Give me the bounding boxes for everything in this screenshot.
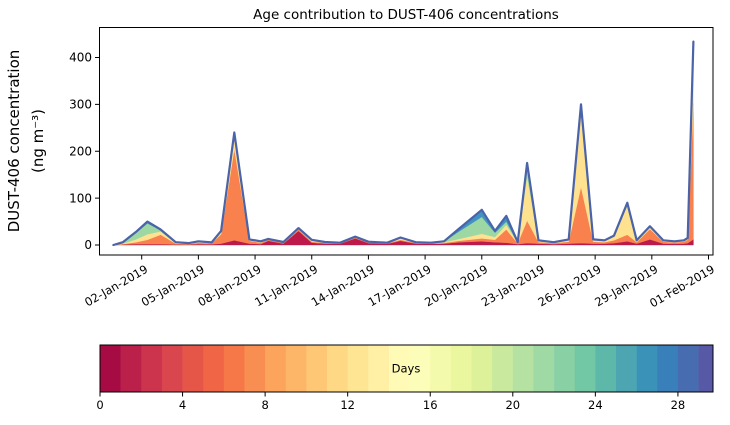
area-band-3 xyxy=(113,43,694,246)
y-axis-ticks: 0 100 200 300 400 xyxy=(69,51,100,252)
colorbar-segment xyxy=(285,345,307,392)
colorbar-tick-label: 20 xyxy=(505,398,520,412)
colorbar-segment xyxy=(616,345,637,392)
colorbar-segment xyxy=(306,345,328,392)
plot-frame xyxy=(99,27,714,256)
x-tick-label: 14-Jan-2019 xyxy=(309,262,377,309)
x-axis-ticks: 02-Jan-201905-Jan-201908-Jan-201911-Jan-… xyxy=(82,255,717,310)
area-band-4 xyxy=(113,41,694,246)
colorbar-segment xyxy=(120,345,142,392)
y-tick-label: 300 xyxy=(69,98,92,112)
colorbar-tick-label: 16 xyxy=(423,398,438,412)
colorbar-segment xyxy=(554,345,576,392)
total-concentration-line xyxy=(112,40,695,247)
colorbar-tick-label: 24 xyxy=(588,398,603,412)
chart-title: Age contribution to DUST-406 concentrati… xyxy=(253,7,559,23)
colorbar-segment xyxy=(388,345,410,392)
stacked-age-areas xyxy=(113,41,694,246)
x-tick-label: 26-Jan-2019 xyxy=(536,262,604,309)
colorbar-segment xyxy=(471,345,493,392)
colorbar-segment xyxy=(533,345,555,392)
colorbar-ticks: 0 4 8 12 16 20 24 28 xyxy=(96,392,685,412)
colorbar-segment xyxy=(265,345,287,392)
x-tick-label: 17-Jan-2019 xyxy=(365,262,433,309)
y-axis-label-line1: DUST-406 concentration xyxy=(5,50,23,233)
area-band-2 xyxy=(113,47,694,246)
colorbar-segment xyxy=(203,345,225,392)
colorbar-segment xyxy=(141,345,163,392)
colorbar-segment xyxy=(492,345,514,392)
colorbar-segment xyxy=(327,345,348,392)
colorbar-label: Days xyxy=(392,362,421,376)
colorbar-frame xyxy=(99,344,714,393)
colorbar-segment xyxy=(657,345,679,392)
x-tick-label: 01-Feb-2019 xyxy=(647,262,717,310)
colorbar-tick-label: 0 xyxy=(96,398,103,412)
colorbar-segment xyxy=(368,345,390,392)
y-tick-label: 100 xyxy=(69,191,92,205)
x-tick-label: 20-Jan-2019 xyxy=(422,262,490,309)
colorbar-tick-label: 28 xyxy=(671,398,686,412)
x-tick-label: 23-Jan-2019 xyxy=(479,262,547,309)
y-tick-label: 200 xyxy=(69,144,92,158)
total-line-path xyxy=(112,40,695,247)
colorbar-segment xyxy=(595,345,617,392)
colorbar-tick-label: 8 xyxy=(261,398,268,412)
colorbar-segment xyxy=(182,345,204,392)
x-tick-label: 11-Jan-2019 xyxy=(252,262,320,309)
x-tick-label: 08-Jan-2019 xyxy=(195,262,263,309)
x-tick-label: 05-Jan-2019 xyxy=(139,262,207,309)
colorbar-segment xyxy=(244,345,266,392)
colorbar-segment xyxy=(636,345,658,392)
colorbar-segment xyxy=(512,345,534,392)
y-axis-label-line2: (ng m⁻³) xyxy=(29,109,47,173)
colorbar-segment xyxy=(430,345,452,392)
colorbar-segment xyxy=(223,345,245,392)
colorbar-segment xyxy=(574,345,596,392)
colorbar-segment xyxy=(698,345,714,392)
colorbar-segment xyxy=(161,345,183,392)
colorbar-tick-label: 12 xyxy=(340,398,355,412)
colorbar-segment xyxy=(100,345,121,392)
colorbar-segment xyxy=(347,345,369,392)
colorbar-segment xyxy=(450,345,472,392)
y-tick-label: 0 xyxy=(84,238,92,252)
area-band-1 xyxy=(113,103,694,246)
colorbar-tick-label: 4 xyxy=(179,398,186,412)
colorbar xyxy=(99,344,714,393)
colorbar-segment xyxy=(409,345,431,392)
colorbar-segment xyxy=(677,345,699,392)
x-tick-label: 02-Jan-2019 xyxy=(82,262,150,309)
y-tick-label: 400 xyxy=(69,51,92,65)
